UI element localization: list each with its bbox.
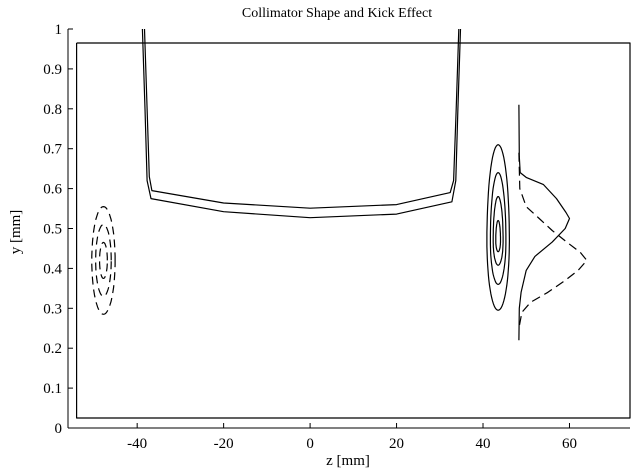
contour-line-5 [95, 223, 112, 297]
x-tick-label: 0 [306, 436, 314, 452]
y-tick-label: 1 [55, 22, 63, 38]
y-axis-label: y [mm] [8, 210, 24, 255]
x-tick-label: 20 [389, 436, 404, 452]
y-tick-label: 0.1 [43, 381, 62, 397]
x-tick-label: 40 [476, 436, 491, 452]
y-tick-label: 0.2 [43, 341, 62, 357]
contour-line-1 [489, 171, 507, 286]
y-tick-label: 0 [55, 421, 63, 437]
x-axis-label: z [mm] [326, 453, 370, 469]
y-ticks: 0 0.1 0.2 0.3 0.4 0.5 0.6 0.7 0.8 0.9 1 [43, 22, 73, 437]
contour-line-4 [91, 205, 116, 315]
contour-line-3 [495, 219, 502, 253]
contour-line-0 [486, 144, 511, 311]
series-line-0 [75, 42, 631, 419]
series-layer [75, 28, 631, 419]
contour-layer [91, 144, 511, 315]
y-tick-label: 0.8 [43, 102, 62, 118]
series-line-1 [143, 28, 460, 209]
y-tick-label: 0.9 [43, 62, 62, 78]
x-tick-label: -20 [214, 436, 234, 452]
x-tick-label: -40 [127, 436, 147, 452]
series-line-2 [141, 28, 462, 219]
y-tick-label: 0.7 [43, 142, 62, 158]
chart-title: Collimator Shape and Kick Effect [242, 6, 432, 21]
x-ticks: -40 -20 0 20 40 60 [127, 423, 577, 452]
y-tick-label: 0.5 [43, 222, 62, 238]
x-tick-label: 60 [562, 436, 577, 452]
y-tick-label: 0.3 [43, 301, 62, 317]
y-tick-label: 0.4 [43, 261, 62, 277]
series-line-3 [518, 104, 571, 341]
y-tick-label: 0.6 [43, 182, 62, 198]
contour-line-2 [492, 195, 504, 266]
contour-line-6 [98, 241, 108, 280]
series-line-4 [518, 152, 588, 329]
